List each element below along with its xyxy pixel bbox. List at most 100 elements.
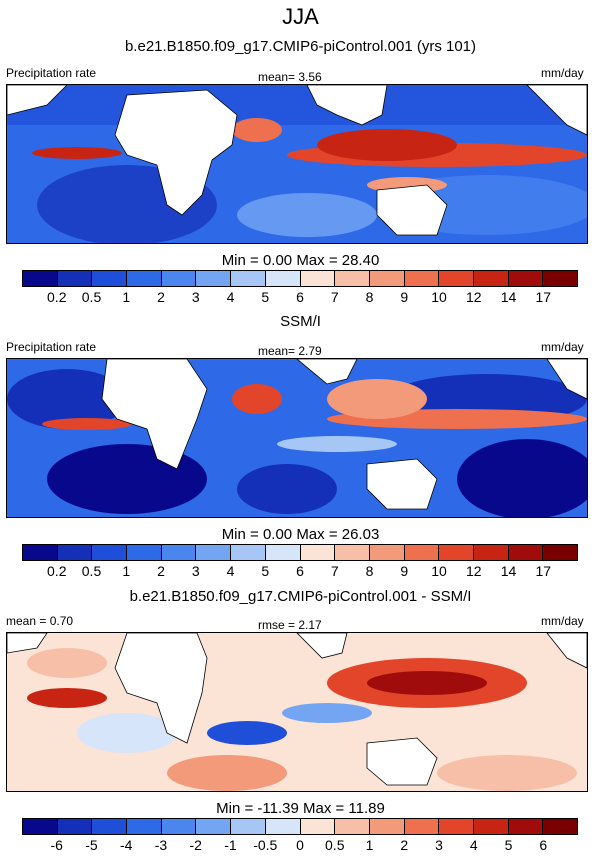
colorbar-cell — [543, 271, 577, 286]
colorbar-cell — [127, 545, 162, 560]
colorbar-cell — [127, 819, 162, 834]
colorbar-tick-label: 10 — [431, 289, 447, 305]
figure-title: JJA — [282, 4, 319, 29]
colorbar-tick-label: 1 — [365, 837, 374, 853]
colorbar-cell — [300, 271, 336, 286]
colorbar-tick-label: 0 — [296, 837, 304, 853]
colorbar-tick-label: 5 — [261, 289, 270, 305]
colorbar-tick-label: 8 — [365, 563, 374, 579]
colorbar-tick-label: 4 — [469, 837, 478, 853]
colorbar-tick-label: 1 — [122, 289, 131, 305]
colorbar-cell — [231, 271, 266, 286]
panel-diff-minmax: Min = -11.39 Max = 11.89 — [216, 800, 385, 817]
colorbar-cell — [473, 271, 509, 286]
colorbar-cell — [231, 819, 266, 834]
colorbar-cell — [127, 271, 162, 286]
colorbar-tick-label: 0.5 — [325, 837, 345, 853]
colorbar-tick-label: -6 — [50, 837, 63, 853]
panel-diff-subtitle: b.e21.B1850.f09_g17.CMIP6-piControl.001 … — [129, 588, 472, 605]
panel-diff-colorbar-ticks: -6 -5 -4 -3 -2 -1 -0.5 0 0.5 1 2 3 4 5 6 — [22, 837, 578, 853]
colorbar-cell — [92, 271, 128, 286]
colorbar-cell — [300, 819, 336, 834]
colorbar-cell — [57, 271, 93, 286]
colorbar-cell — [161, 819, 197, 834]
colorbar-tick-label: 6 — [539, 837, 548, 853]
colorbar-tick-label: 7 — [330, 289, 339, 305]
colorbar-cell — [543, 819, 577, 834]
colorbar-tick-label: 17 — [535, 563, 552, 579]
colorbar-tick-label: 1 — [122, 563, 131, 579]
colorbar-tick-label: 14 — [500, 563, 517, 579]
colorbar-cell — [23, 545, 58, 560]
colorbar-cell — [335, 819, 370, 834]
colorbar-cell — [57, 819, 93, 834]
panel-model-colorbar-ticks: 0.2 0.5 1 2 3 4 5 6 7 8 9 10 12 14 17 — [22, 289, 578, 305]
colorbar-tick-label: 2 — [157, 563, 165, 579]
colorbar-cell — [196, 271, 232, 286]
panel-model-unit-label: mm/day — [541, 66, 584, 80]
panel-obs-map — [6, 358, 588, 518]
colorbar-tick-label: 0.5 — [81, 289, 102, 305]
panel-obs-subtitle: SSM/I — [280, 313, 321, 330]
colorbar-tick-label: 7 — [330, 563, 339, 579]
colorbar-tick-label: 6 — [296, 563, 304, 579]
colorbar-tick-label: -0.5 — [253, 837, 278, 853]
panel-model-map — [6, 84, 588, 244]
panel-diff-rmse-label: rmse = 2.17 — [258, 618, 322, 632]
colorbar-tick-label: 2 — [157, 289, 165, 305]
panel-model-subtitle: b.e21.B1850.f09_g17.CMIP6-piControl.001 … — [124, 38, 477, 55]
colorbar-tick-label: 5 — [261, 563, 270, 579]
panel-model-minmax: Min = 0.00 Max = 28.40 — [221, 252, 380, 269]
colorbar-tick-label: 9 — [400, 289, 409, 305]
colorbar-tick-label: 0.5 — [81, 563, 102, 579]
colorbar-cell — [335, 545, 370, 560]
colorbar-cell — [265, 271, 301, 286]
colorbar-tick-label: 2 — [400, 837, 409, 853]
colorbar-cell — [369, 545, 405, 560]
colorbar-cell — [161, 545, 197, 560]
colorbar-tick-label: 8 — [365, 289, 374, 305]
colorbar-cell — [439, 545, 474, 560]
panel-diff-unit-label: mm/day — [541, 614, 584, 628]
colorbar-cell — [300, 545, 336, 560]
colorbar-cell — [404, 819, 440, 834]
colorbar-tick-label: 6 — [296, 289, 304, 305]
panel-diff-colorbar — [22, 818, 578, 835]
colorbar-tick-label: 4 — [226, 563, 235, 579]
colorbar-cell — [57, 545, 93, 560]
colorbar-cell — [265, 545, 301, 560]
panel-model-mean-label: mean= 3.56 — [258, 70, 322, 84]
colorbar-cell — [404, 545, 440, 560]
colorbar-cell — [92, 819, 128, 834]
colorbar-cell — [161, 271, 197, 286]
colorbar-tick-label: 5 — [504, 837, 513, 853]
panel-model-colorbar — [22, 270, 578, 287]
colorbar-tick-label: 0.2 — [47, 289, 67, 305]
colorbar-tick-label: 12 — [465, 289, 482, 305]
colorbar-cell — [369, 819, 405, 834]
colorbar-cell — [335, 271, 370, 286]
colorbar-tick-label: 14 — [500, 289, 517, 305]
colorbar-tick-label: -5 — [85, 837, 98, 853]
colorbar-tick-label: 9 — [400, 563, 409, 579]
panel-obs-colorbar — [22, 544, 578, 561]
panel-obs-unit-label: mm/day — [541, 340, 584, 354]
colorbar-tick-label: 3 — [191, 289, 200, 305]
colorbar-cell — [473, 545, 509, 560]
colorbar-tick-label: -4 — [120, 837, 133, 853]
colorbar-tick-label: -2 — [189, 837, 202, 853]
colorbar-cell — [508, 271, 544, 286]
colorbar-tick-label: 3 — [191, 563, 200, 579]
colorbar-tick-label: -1 — [224, 837, 237, 853]
colorbar-cell — [196, 819, 232, 834]
panel-diff-map — [6, 632, 588, 792]
colorbar-cell — [508, 545, 544, 560]
colorbar-tick-label: 3 — [435, 837, 443, 853]
colorbar-cell — [439, 271, 474, 286]
colorbar-tick-label: 4 — [226, 289, 235, 305]
colorbar-cell — [92, 545, 128, 560]
colorbar-cell — [196, 545, 232, 560]
panel-model-variable-label: Precipitation rate — [6, 66, 97, 80]
colorbar-cell — [404, 271, 440, 286]
colorbar-tick-label: 12 — [465, 563, 482, 579]
